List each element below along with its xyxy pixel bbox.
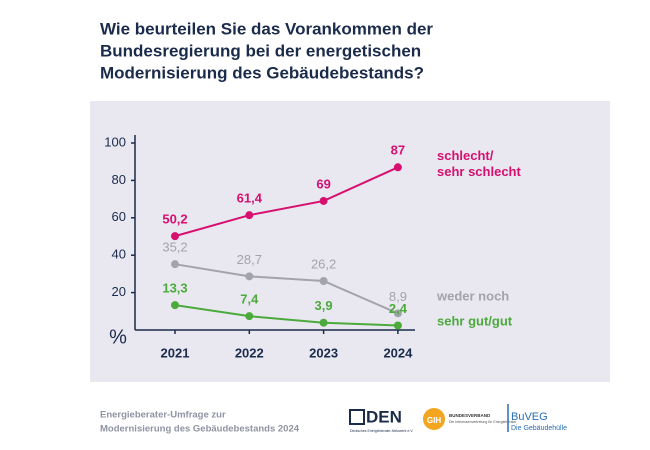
data-point <box>245 211 254 220</box>
data-label: 3,9 <box>315 298 333 313</box>
logo-text: DEN <box>366 407 402 426</box>
logo-text: GIH <box>427 416 441 425</box>
logo-buveg: BuVEG Die Gebäudehülle <box>507 404 567 432</box>
data-label: 13,3 <box>162 281 187 296</box>
plot-panel <box>90 101 610 382</box>
data-point <box>393 163 402 172</box>
y-tick-label: 80 <box>112 172 126 187</box>
data-label: 35,2 <box>162 240 187 255</box>
logo-icon <box>349 409 365 425</box>
data-point <box>171 260 179 269</box>
y-tick-label: 100 <box>104 134 126 149</box>
data-point <box>319 318 328 327</box>
chart-title: Wie beurteilen Sie das Vorankommen der <box>100 19 433 38</box>
data-label: 28,7 <box>237 252 262 267</box>
series-line <box>174 263 399 315</box>
logo-text: Die Interessenvertretung für Energiebera… <box>449 420 517 424</box>
data-label: 8,9 <box>389 289 407 304</box>
data-point <box>319 277 328 286</box>
y-axis-label: % <box>109 326 127 348</box>
data-label: 2,4 <box>389 301 408 316</box>
legend-label: schlecht/sehr schlecht <box>437 148 521 179</box>
logo-text: Deutsches Energieberater-Netzwerk e.V. <box>350 429 413 433</box>
logo-text: Die Gebäudehülle <box>511 425 567 432</box>
chart-title: Bundesregierung bei der energetischen <box>100 41 421 60</box>
y-tick-label: 20 <box>112 284 126 299</box>
logo-gih: GIH BUNDESVERBAND Die Interessenvertretu… <box>423 408 517 430</box>
data-point <box>393 321 402 330</box>
data-label: 69 <box>316 176 330 191</box>
legend-label: weder noch <box>436 288 509 303</box>
data-point <box>171 301 179 310</box>
source-text: Modernisierung des Gebäudebestands 2024 <box>100 424 300 435</box>
x-tick-label: 2022 <box>235 345 264 360</box>
series-line <box>174 166 399 238</box>
data-label: 7,4 <box>240 292 259 307</box>
source-text: Energieberater-Umfrage zur <box>100 410 226 421</box>
logo-text: BUNDESVERBAND <box>449 413 491 418</box>
x-tick-label: 2023 <box>309 345 338 360</box>
logo-den: DEN Deutsches Energieberater-Netzwerk e.… <box>349 407 413 433</box>
series-line <box>174 304 398 327</box>
logo-text: BuVEG <box>511 411 548 423</box>
y-tick-label: 40 <box>112 247 126 262</box>
data-label: 87 <box>391 143 405 158</box>
data-label: 50,2 <box>162 212 187 227</box>
legend-label: sehr gut/gut <box>437 313 513 328</box>
data-label: 26,2 <box>311 256 336 271</box>
y-tick-label: 60 <box>112 209 126 224</box>
data-label: 61,4 <box>237 191 263 206</box>
x-tick-label: 2024 <box>383 345 413 360</box>
x-tick-label: 2021 <box>161 345 190 360</box>
data-point <box>319 196 328 205</box>
data-point <box>245 312 254 321</box>
data-point <box>245 272 254 281</box>
logo-icon <box>423 408 445 430</box>
data-point <box>393 309 402 318</box>
chart-title: Modernisierung des Gebäudebestands? <box>100 63 424 82</box>
data-point <box>171 232 179 241</box>
